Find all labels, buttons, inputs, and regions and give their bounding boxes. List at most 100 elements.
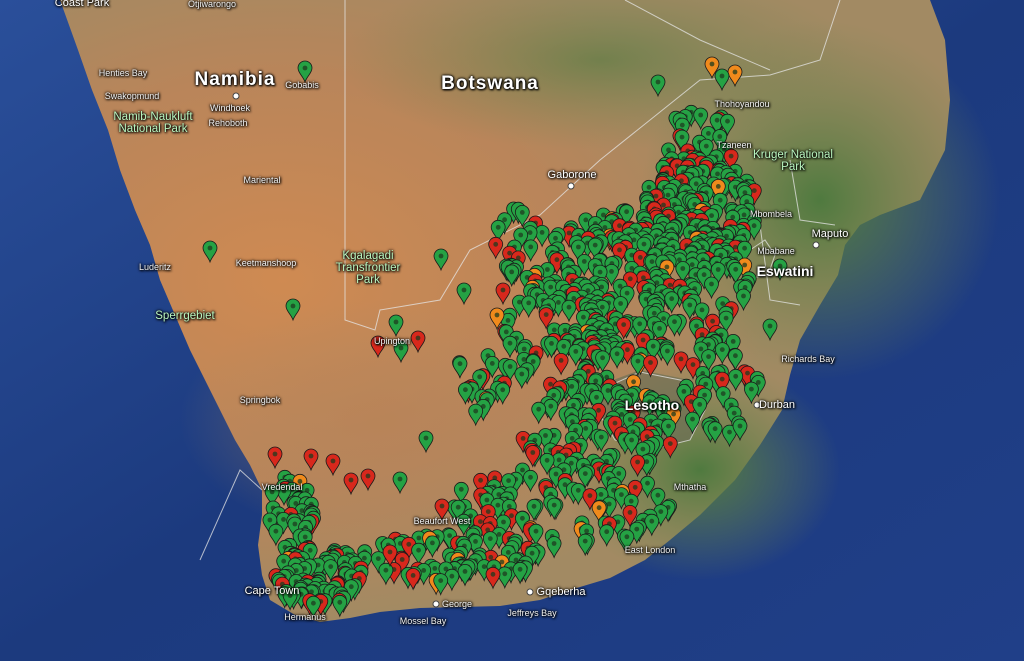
- map-marker[interactable]: [643, 355, 658, 378]
- map-marker[interactable]: [521, 295, 537, 319]
- map-marker[interactable]: [714, 68, 730, 92]
- map-marker[interactable]: [772, 258, 788, 282]
- map-marker[interactable]: [410, 330, 426, 354]
- map-marker[interactable]: [546, 536, 562, 559]
- map-marker[interactable]: [682, 297, 698, 321]
- map-marker[interactable]: [488, 236, 504, 260]
- map-marker[interactable]: [202, 240, 218, 264]
- map-marker[interactable]: [343, 472, 359, 496]
- map-marker[interactable]: [674, 129, 690, 153]
- map-marker[interactable]: [604, 264, 619, 287]
- map-marker[interactable]: [728, 368, 744, 392]
- map-marker[interactable]: [534, 225, 550, 248]
- map-marker[interactable]: [392, 471, 408, 495]
- map-marker[interactable]: [673, 351, 689, 375]
- map-marker[interactable]: [453, 481, 469, 505]
- map-marker[interactable]: [544, 336, 559, 359]
- map-marker[interactable]: [393, 340, 409, 364]
- map-marker[interactable]: [526, 498, 542, 522]
- map-marker[interactable]: [645, 338, 661, 362]
- map-marker[interactable]: [627, 479, 643, 503]
- map-marker[interactable]: [619, 529, 635, 553]
- map-marker[interactable]: [701, 349, 716, 372]
- map-marker[interactable]: [543, 398, 559, 422]
- map-marker[interactable]: [405, 568, 421, 591]
- map-marker[interactable]: [662, 436, 678, 459]
- map-marker[interactable]: [297, 60, 313, 84]
- map-marker[interactable]: [736, 288, 751, 312]
- map-marker[interactable]: [434, 498, 450, 522]
- map-marker[interactable]: [728, 348, 743, 371]
- map-marker[interactable]: [360, 468, 376, 492]
- map-marker[interactable]: [744, 381, 759, 405]
- map-marker[interactable]: [502, 335, 518, 359]
- map-marker[interactable]: [599, 524, 615, 547]
- map-marker[interactable]: [568, 344, 584, 367]
- map-marker[interactable]: [482, 531, 498, 554]
- map-marker[interactable]: [282, 588, 298, 611]
- map-marker[interactable]: [452, 356, 468, 379]
- map-marker[interactable]: [630, 353, 646, 377]
- map-marker[interactable]: [553, 353, 569, 376]
- map-marker[interactable]: [323, 559, 339, 582]
- map-marker[interactable]: [303, 448, 319, 472]
- map-marker[interactable]: [587, 237, 603, 261]
- map-marker[interactable]: [450, 499, 466, 523]
- map-marker[interactable]: [332, 594, 348, 618]
- map-marker[interactable]: [640, 475, 655, 499]
- map-marker[interactable]: [523, 469, 538, 493]
- map-marker[interactable]: [718, 310, 734, 334]
- map-marker[interactable]: [411, 542, 427, 566]
- map-marker[interactable]: [714, 342, 730, 365]
- map-marker[interactable]: [704, 56, 720, 80]
- map-marker[interactable]: [497, 566, 513, 590]
- map-marker[interactable]: [370, 335, 386, 359]
- map-marker[interactable]: [418, 430, 434, 454]
- map-marker[interactable]: [685, 411, 700, 435]
- map-marker[interactable]: [693, 107, 709, 131]
- map-marker[interactable]: [514, 205, 530, 228]
- map-marker[interactable]: [546, 497, 562, 521]
- map-marker[interactable]: [523, 239, 539, 263]
- map-marker[interactable]: [727, 64, 743, 88]
- map-marker[interactable]: [485, 566, 501, 590]
- map-marker[interactable]: [388, 314, 404, 338]
- map-marker[interactable]: [704, 276, 719, 300]
- map-marker[interactable]: [732, 418, 748, 442]
- map-marker[interactable]: [694, 302, 710, 326]
- map-marker[interactable]: [484, 356, 500, 379]
- map-marker[interactable]: [720, 113, 735, 137]
- map-marker[interactable]: [538, 307, 554, 330]
- map-marker[interactable]: [489, 307, 505, 331]
- map-marker[interactable]: [456, 282, 472, 306]
- map-marker[interactable]: [577, 466, 593, 489]
- map-marker[interactable]: [629, 521, 645, 545]
- map-marker[interactable]: [707, 421, 723, 444]
- map-marker[interactable]: [490, 219, 506, 243]
- map-marker[interactable]: [622, 505, 638, 528]
- map-marker[interactable]: [514, 366, 530, 390]
- map-marker[interactable]: [528, 523, 544, 547]
- map-marker[interactable]: [551, 452, 567, 476]
- map-marker[interactable]: [456, 513, 472, 537]
- map-marker[interactable]: [424, 535, 440, 559]
- map-marker[interactable]: [268, 523, 284, 547]
- map-marker[interactable]: [723, 148, 739, 172]
- map-marker[interactable]: [468, 403, 484, 427]
- map-marker[interactable]: [433, 248, 449, 272]
- map-marker[interactable]: [650, 487, 666, 511]
- map-marker[interactable]: [577, 533, 593, 557]
- map-marker[interactable]: [495, 282, 511, 306]
- map-marker[interactable]: [264, 484, 280, 508]
- map-marker[interactable]: [457, 382, 473, 405]
- map-marker[interactable]: [650, 74, 666, 98]
- map-marker[interactable]: [701, 126, 716, 149]
- map-marker[interactable]: [613, 296, 628, 319]
- map-marker[interactable]: [267, 446, 283, 470]
- map-marker[interactable]: [652, 321, 667, 344]
- map-marker[interactable]: [714, 371, 730, 395]
- map-marker[interactable]: [630, 454, 645, 478]
- map-marker[interactable]: [512, 561, 528, 585]
